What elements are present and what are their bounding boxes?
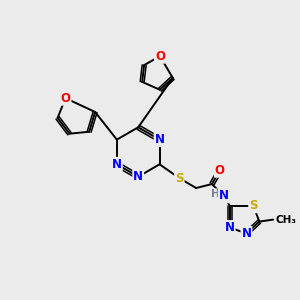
Text: O: O	[155, 50, 165, 63]
Text: CH₃: CH₃	[275, 214, 296, 225]
Text: N: N	[133, 170, 143, 183]
Text: S: S	[249, 199, 258, 212]
Text: O: O	[215, 164, 225, 177]
Text: H: H	[211, 189, 219, 199]
Text: N: N	[225, 221, 235, 234]
Text: N: N	[112, 158, 122, 171]
Text: O: O	[61, 92, 70, 105]
Text: N: N	[219, 189, 229, 203]
Text: N: N	[154, 133, 165, 146]
Text: S: S	[175, 172, 184, 184]
Text: N: N	[242, 227, 251, 240]
